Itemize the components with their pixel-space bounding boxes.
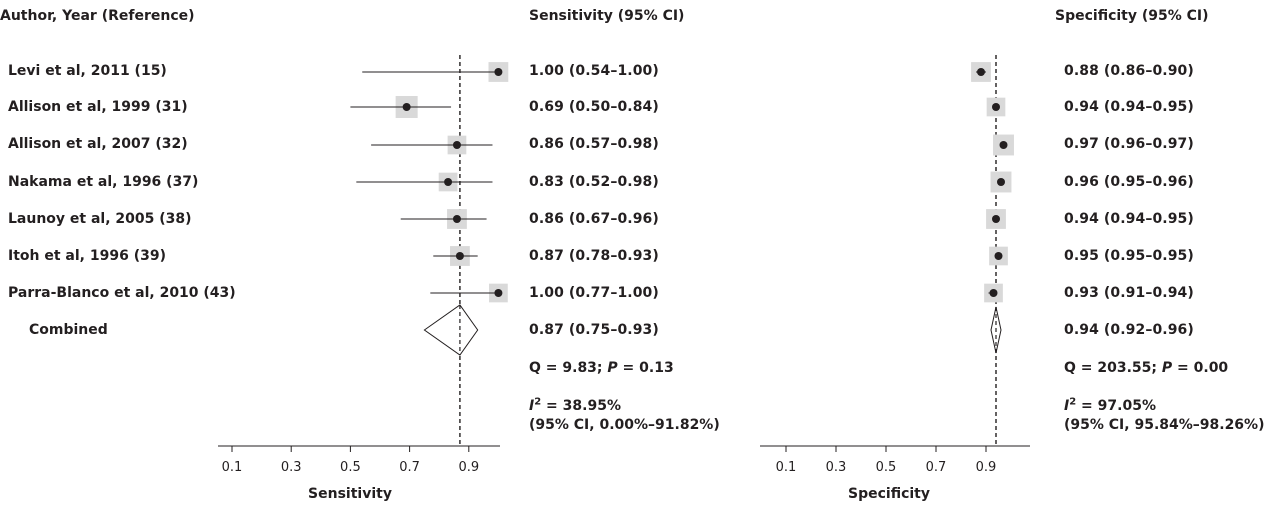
sensitivity-tick-label: 0.1	[222, 460, 243, 475]
sensitivity-point-estimate	[444, 178, 453, 186]
specificity-ci-text: 0.94 (0.94–0.95)	[1064, 211, 1194, 227]
specificity-combined-ci-text: 0.94 (0.92–0.96)	[1064, 322, 1194, 338]
sensitivity-ci-text: 0.69 (0.50–0.84)	[529, 99, 659, 115]
specificity-tick-label: 0.3	[826, 460, 847, 475]
sensitivity-ci-text: 0.87 (0.78–0.93)	[529, 248, 659, 264]
study-label: Parra-Blanco et al, 2010 (43)	[8, 285, 236, 301]
study-label: Itoh et al, 1996 (39)	[8, 248, 166, 264]
sensitivity-combined-diamond	[423, 304, 479, 356]
specificity-tick-label: 0.1	[776, 460, 797, 475]
specificity-point-estimate	[989, 289, 998, 297]
specificity-ci-text: 0.88 (0.86–0.90)	[1064, 63, 1194, 79]
specificity-axis-title: Specificity	[848, 486, 930, 502]
study-label: Allison et al, 1999 (31)	[8, 99, 188, 115]
sensitivity-point-estimate	[494, 289, 503, 297]
sensitivity-point-estimate	[494, 68, 503, 76]
specificity-point-estimate	[977, 68, 985, 76]
specificity-ci-text: 0.94 (0.94–0.95)	[1064, 99, 1194, 115]
specificity-point-estimate	[999, 141, 1008, 149]
sensitivity-tick-label: 0.9	[458, 460, 479, 475]
sensitivity-i2-ci: (95% CI, 0.00%–91.82%)	[529, 417, 720, 433]
sensitivity-tick-label: 0.5	[340, 460, 361, 475]
sensitivity-point-estimate	[452, 215, 461, 223]
sensitivity-ci-text: 1.00 (0.77–1.00)	[529, 285, 659, 301]
specificity-point-estimate	[992, 103, 1000, 111]
sensitivity-i2-statistic: I2 = 38.95%	[529, 396, 621, 414]
specificity-ci-text: 0.96 (0.95–0.96)	[1064, 174, 1194, 190]
study-label: Launoy et al, 2005 (38)	[8, 211, 192, 227]
sensitivity-q-statistic: Q = 9.83; P = 0.13	[529, 360, 674, 376]
study-label: Nakama et al, 1996 (37)	[8, 174, 199, 190]
specificity-point-estimate	[992, 215, 1000, 223]
specificity-ci-text: 0.95 (0.95–0.95)	[1064, 248, 1194, 264]
sensitivity-point-estimate	[402, 103, 411, 111]
sensitivity-tick-label: 0.3	[281, 460, 302, 475]
combined-label: Combined	[29, 322, 108, 338]
sensitivity-ci-text: 0.83 (0.52–0.98)	[529, 174, 659, 190]
specificity-tick-label: 0.7	[926, 460, 947, 475]
specificity-column-header: Specificity (95% CI)	[1055, 8, 1209, 24]
sensitivity-point-estimate	[452, 141, 461, 149]
sensitivity-axis-title: Sensitivity	[308, 486, 392, 502]
study-label: Allison et al, 2007 (32)	[8, 136, 188, 152]
specificity-q-statistic: Q = 203.55; P = 0.00	[1064, 360, 1229, 376]
study-label: Levi et al, 2011 (15)	[8, 63, 167, 79]
specificity-point-estimate	[997, 178, 1005, 186]
sensitivity-point-estimate	[455, 252, 464, 260]
specificity-ci-text: 0.97 (0.96–0.97)	[1064, 136, 1194, 152]
sensitivity-ci-text: 0.86 (0.67–0.96)	[529, 211, 659, 227]
sensitivity-combined-ci-text: 0.87 (0.75–0.93)	[529, 322, 659, 338]
sensitivity-tick-label: 0.7	[399, 460, 420, 475]
specificity-point-estimate	[994, 252, 1003, 260]
specificity-tick-label: 0.5	[876, 460, 897, 475]
sensitivity-ci-text: 0.86 (0.57–0.98)	[529, 136, 659, 152]
specificity-i2-statistic: I2 = 97.05%	[1064, 396, 1156, 414]
sensitivity-ci-text: 1.00 (0.54–1.00)	[529, 63, 659, 79]
specificity-i2-ci: (95% CI, 95.84%–98.26%)	[1064, 417, 1265, 433]
specificity-tick-label: 0.9	[976, 460, 997, 475]
study-column-header: Author, Year (Reference)	[0, 8, 195, 24]
sensitivity-column-header: Sensitivity (95% CI)	[529, 8, 685, 24]
specificity-ci-text: 0.93 (0.91–0.94)	[1064, 285, 1194, 301]
